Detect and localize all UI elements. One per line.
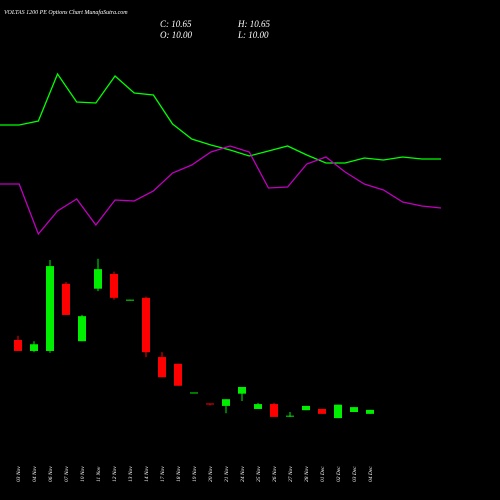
indicator-line [0, 72, 441, 164]
candle-body [158, 357, 166, 378]
x-tick-label: 24 Nov [239, 466, 246, 482]
candle-body [254, 404, 262, 409]
x-tick-label: 27 Nov [288, 466, 294, 482]
candle-body [30, 344, 38, 351]
high-label: H: 10.65 [237, 19, 270, 29]
x-tick-label: 18 Nov [176, 466, 182, 482]
x-tick-label: 11 Nov [96, 466, 102, 482]
x-tick-label: 03 Dec [352, 466, 358, 482]
x-tick-label: 10 Nov [80, 466, 86, 482]
candle-body [174, 363, 182, 386]
x-tick-label: 26 Nov [272, 466, 278, 482]
x-tick-label: 02 Dec [336, 466, 342, 482]
x-tick-label: 21 Nov [224, 466, 230, 482]
x-tick-label: 06 Nov [48, 466, 54, 482]
x-tick-label: 12 Nov [112, 466, 118, 482]
chart-title: VOLTAS 1200 PE Options Chart MunafaSutra… [4, 9, 128, 16]
candle-body [206, 403, 214, 405]
candle-body [110, 274, 118, 298]
candle-body [318, 408, 326, 414]
candle-body [14, 339, 22, 351]
candle-body [94, 269, 102, 289]
close-label: C: 10.65 [160, 19, 192, 29]
x-tick-label: 28 Nov [304, 466, 310, 482]
x-tick-label: 07 Nov [64, 466, 70, 482]
candle-body [334, 404, 342, 419]
x-tick-label: 13 Nov [128, 466, 134, 482]
candle-body [190, 392, 198, 394]
candle-body [238, 386, 246, 394]
candle-body [46, 266, 54, 351]
open-label: O: 10.00 [160, 30, 192, 40]
x-tick-label: 04 Dec [367, 466, 374, 482]
x-tick-label: 19 Nov [192, 466, 198, 482]
candle-body [78, 316, 86, 342]
candle-body [350, 407, 358, 413]
x-tick-label: 20 Nov [208, 466, 214, 482]
low-label: L: 10.00 [237, 30, 269, 40]
x-tick-label: 14 Nov [143, 466, 150, 482]
candle-body [222, 399, 230, 406]
x-tick-label: 04 Nov [31, 466, 38, 482]
candle-body [126, 299, 134, 301]
x-tick-label: 01 Dec [320, 466, 326, 482]
candle-body [62, 283, 70, 315]
candle-body [302, 405, 310, 411]
x-tick-label: 17 Nov [160, 466, 166, 482]
candle-body [142, 297, 150, 353]
candle-body [286, 415, 294, 417]
candle-body [270, 404, 278, 417]
x-tick-label: 03 Nov [16, 466, 22, 482]
candle-body [366, 409, 374, 414]
indicator-line [0, 145, 442, 236]
x-tick-label: 25 Nov [256, 466, 262, 482]
